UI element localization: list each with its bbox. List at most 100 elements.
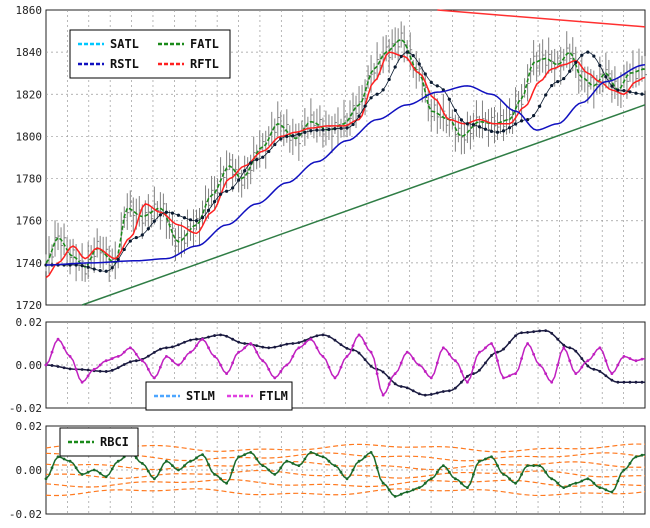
series-point-rbci xyxy=(158,468,162,472)
series-point-rbci xyxy=(393,495,397,498)
series-point-stlm xyxy=(574,349,578,353)
legend-label-fatl: FATL xyxy=(190,37,219,51)
series-point-stlm xyxy=(616,380,620,384)
y-tick-label: -0.02 xyxy=(9,402,42,415)
series-point-ftlm xyxy=(441,346,445,350)
series-point-ftlm xyxy=(496,359,499,363)
series-point-rbci xyxy=(74,466,78,470)
series-point-stlm xyxy=(423,393,427,397)
legend-label-stlm: STLM xyxy=(186,389,215,403)
series-point-rbci xyxy=(213,473,216,476)
series-point-ftlm xyxy=(399,361,403,365)
series-point-rbci xyxy=(303,457,307,461)
series-point-stlm xyxy=(177,343,180,347)
series-point-stlm xyxy=(381,370,385,374)
series-point-ftlm xyxy=(363,342,367,345)
series-point-stlm xyxy=(303,339,307,342)
series-point-rbci xyxy=(351,468,355,472)
series-point-ftlm xyxy=(405,350,409,354)
y-tick-label: 0.00 xyxy=(16,464,43,477)
series-point-rbci xyxy=(556,481,560,485)
series-point-ftlm xyxy=(592,352,596,356)
series-point-ftlm xyxy=(562,346,566,350)
trendline xyxy=(81,104,646,306)
series-point-rbci xyxy=(44,477,48,481)
series-point-rbci xyxy=(50,466,54,470)
series-point-rbci xyxy=(399,492,403,496)
series-point-ftlm xyxy=(80,380,84,384)
series-point-stlm xyxy=(502,347,505,351)
series-point-ftlm xyxy=(423,370,427,373)
series-point-stlm xyxy=(207,335,210,339)
series-point-ftlm xyxy=(598,346,602,350)
series-point-stlm xyxy=(255,344,259,348)
series-point-rbci xyxy=(429,477,433,481)
series-point-ftlm xyxy=(231,361,235,365)
series-point-stlm xyxy=(598,369,602,373)
series-point-stlm xyxy=(399,385,403,388)
series-point-stlm xyxy=(189,338,192,342)
series-point-stlm xyxy=(447,389,451,393)
series-point-stlm xyxy=(261,345,265,349)
series-point-rbci xyxy=(592,481,596,485)
y-tick-label: 1820 xyxy=(16,88,43,101)
series-point-rbci xyxy=(201,453,204,456)
series-point-stlm xyxy=(333,338,337,342)
series-point-stlm xyxy=(165,346,168,350)
series-point-stlm xyxy=(339,343,343,347)
series-point-stlm xyxy=(56,365,60,368)
series-point-stlm xyxy=(285,342,289,346)
series-point-ftlm xyxy=(56,337,60,341)
series-point-rbci xyxy=(249,451,253,454)
series-point-ftlm xyxy=(640,357,644,361)
rbci-band xyxy=(45,452,646,462)
y-tick-label: 1760 xyxy=(16,215,43,228)
series-point-rbci xyxy=(508,477,511,481)
series-point-ftlm xyxy=(369,350,373,354)
series-point-ftlm xyxy=(351,344,355,348)
series-point-stlm xyxy=(110,368,114,372)
y-tick-label: 0.02 xyxy=(16,316,43,329)
series-point-rbci xyxy=(496,464,499,467)
series-point-ftlm xyxy=(604,359,608,363)
series-point-rbci xyxy=(165,459,168,463)
series-point-stlm xyxy=(128,360,132,364)
series-point-stlm xyxy=(478,368,481,372)
series-point-rbci xyxy=(134,456,138,460)
legend-label-satl: SATL xyxy=(110,37,139,51)
series-point-ftlm xyxy=(544,372,548,375)
series-point-ftlm xyxy=(429,376,433,380)
series-point-rbci xyxy=(369,451,373,454)
series-point-stlm xyxy=(195,337,198,341)
series-point-ftlm xyxy=(586,359,590,363)
series-point-ftlm xyxy=(459,370,463,373)
series-point-ftlm xyxy=(610,372,614,375)
series-point-stlm xyxy=(514,334,517,338)
series-point-ftlm xyxy=(556,363,560,367)
series-point-rbci xyxy=(171,464,174,467)
series-point-rbci xyxy=(447,470,451,474)
series-point-stlm xyxy=(291,342,295,345)
series-point-ftlm xyxy=(297,346,301,350)
series-point-stlm xyxy=(490,354,493,357)
series-point-rbci xyxy=(532,464,536,467)
series-point-rbci xyxy=(177,468,180,472)
series-point-stlm xyxy=(411,389,415,393)
series-point-stlm xyxy=(327,335,331,338)
series-point-ftlm xyxy=(622,355,626,358)
series-point-rbci xyxy=(243,453,247,456)
series-point-rbci xyxy=(68,459,72,463)
series-point-ftlm xyxy=(62,346,66,350)
series-point-rbci xyxy=(574,481,578,485)
series-point-stlm xyxy=(393,382,397,386)
series-point-stlm xyxy=(225,334,229,338)
series-point-stlm xyxy=(104,370,108,373)
series-point-rbci xyxy=(146,469,150,473)
series-point-stlm xyxy=(219,333,222,337)
series-point-rbci xyxy=(62,457,66,461)
series-point-ftlm xyxy=(74,367,78,371)
series-point-rbci xyxy=(116,459,120,463)
series-point-stlm xyxy=(80,368,84,371)
series-point-rbci xyxy=(86,470,90,474)
